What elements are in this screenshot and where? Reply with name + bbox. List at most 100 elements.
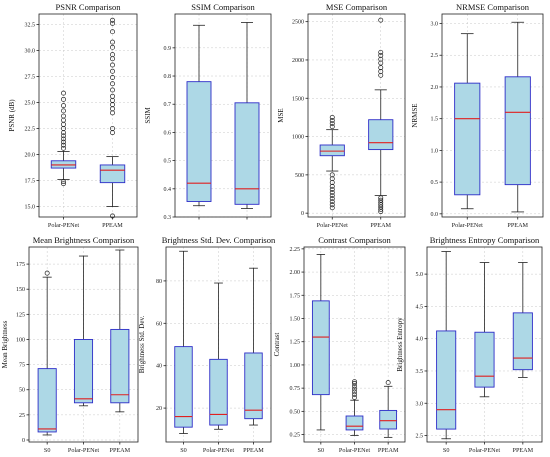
outlier-point	[378, 204, 384, 210]
x-tick-label: Polar-PENet	[452, 222, 483, 229]
outlier-point	[329, 205, 335, 211]
x-tick-label: PPEAM	[110, 447, 131, 454]
y-tick-label: 80	[156, 279, 162, 285]
box-Polar-PENet	[50, 90, 77, 187]
subplot-3: 0 500 1000 1500 2000 2500 Polar-PENet PPEAM MSE …	[277, 2, 406, 229]
y-tick-label: 20.0	[25, 153, 36, 159]
y-tick-label: 1500	[292, 96, 304, 102]
subplot-8: 2.5 3.0 3.5 4.0 4.5 5.0 S0 Polar-PENet PPEAM Brig…	[396, 235, 543, 454]
y-tick-label: 1000	[292, 135, 304, 141]
y-tick-label: 0.75	[290, 386, 301, 392]
outlier-point	[352, 386, 357, 392]
outlier-point	[329, 183, 335, 189]
outlier-point	[378, 199, 384, 205]
iqr-box	[37, 368, 57, 433]
subplot-title: Mean Brightness Comparison	[33, 235, 135, 245]
y-tick-label: 0	[301, 211, 304, 217]
subplot-4: 0.0 0.5 1.0 1.5 2.0 2.5 3.0 Polar-PENet PPEAM NRM…	[411, 2, 544, 229]
y-tick-label: 2.00	[290, 270, 301, 276]
outlier-point	[61, 142, 66, 148]
box-Polar-PENet	[454, 33, 481, 210]
y-axis-label: MSE	[277, 108, 285, 122]
y-tick-label: 175	[16, 262, 25, 268]
y-tick-label: 0.7	[164, 102, 172, 108]
subplot-title: Brightness Entropy Comparison	[430, 235, 540, 245]
y-axis-label: NRMSE	[411, 103, 419, 127]
subplot-6: 20 40 60 80 S0 Polar-PENet PPEAM Brightness Std…	[138, 235, 276, 454]
y-tick-label: 2.5	[431, 53, 439, 59]
y-tick-label: 15.0	[25, 205, 36, 211]
outlier-point	[378, 17, 384, 23]
plot-frame	[28, 246, 139, 443]
outlier-point	[110, 126, 115, 131]
y-tick-label: 3.0	[416, 401, 424, 407]
box-S0	[174, 250, 193, 434]
y-tick-label: 4.5	[416, 304, 424, 310]
x-tick-label: PPEAM	[507, 222, 528, 229]
x-tick-label: PPEAM	[378, 447, 399, 454]
outlier-point	[44, 270, 50, 276]
iqr-box	[186, 81, 212, 202]
y-tick-label: 50	[19, 388, 25, 394]
box-Polar-PENet	[319, 114, 345, 211]
x-tick-label: S0	[180, 447, 187, 454]
y-tick-label: 75	[19, 363, 25, 369]
y-tick-label: 40	[156, 364, 162, 370]
y-tick-label: 0.9	[164, 46, 172, 52]
y-axis-label: Brightness Std. Dev.	[138, 316, 146, 374]
box-PPEAM	[99, 17, 126, 219]
outlier-point	[385, 380, 391, 386]
y-tick-label: 27.5	[25, 74, 36, 80]
plot-frame	[38, 13, 138, 218]
box-S0	[311, 254, 330, 431]
subplot-title: Contrast Comparison	[318, 235, 391, 245]
outlier-point	[329, 190, 335, 195]
plot-frame	[174, 13, 272, 218]
outlier-point	[110, 81, 115, 87]
x-tick-label: S0	[318, 447, 325, 454]
y-tick-label: 0.8	[164, 74, 172, 80]
outlier-point	[329, 124, 335, 130]
outlier-point	[110, 87, 115, 93]
y-tick-label: 0.5	[431, 180, 439, 186]
subplot-2: 0.3 0.4 0.5 0.6 0.7 0.8 0.9 SSIM Comparison SSIM	[144, 2, 272, 221]
outlier-point	[329, 180, 335, 185]
outlier-point	[329, 202, 335, 208]
x-tick-label: S0	[443, 447, 450, 454]
outlier-point	[61, 181, 66, 187]
y-axis-label: PSNR (dB)	[8, 99, 16, 132]
outlier-point	[352, 392, 357, 398]
outlier-point	[110, 17, 115, 23]
y-tick-label: 2.0	[431, 85, 439, 91]
box-series-1	[186, 24, 212, 207]
y-tick-label: 0.25	[290, 433, 301, 439]
x-tick-label: Polar-PENet	[317, 222, 348, 229]
outlier-point	[329, 196, 335, 202]
box-Polar-PENet	[474, 262, 495, 398]
iqr-box	[110, 328, 130, 404]
outlier-point	[110, 68, 115, 74]
outlier-point	[329, 172, 335, 178]
outlier-point	[61, 90, 66, 96]
subplot-title: Brightness Std. Dev. Comparison	[162, 235, 276, 245]
box-S0	[436, 251, 457, 440]
y-tick-label: 150	[16, 287, 25, 293]
iqr-box	[234, 102, 260, 205]
outlier-point	[378, 72, 384, 78]
y-axis-label: SSIM	[144, 107, 152, 124]
x-tick-label: S0	[44, 447, 51, 454]
outlier-point	[61, 108, 66, 114]
y-tick-label: 1.75	[290, 293, 301, 299]
y-tick-label: 2.5	[416, 434, 424, 440]
y-tick-label: 2.25	[290, 247, 301, 253]
subplot-title: NRMSE Comparison	[456, 2, 530, 12]
x-tick-label: Polar-PENet	[469, 447, 500, 454]
subplot-title: MSE Comparison	[326, 2, 388, 12]
box-PPEAM	[110, 249, 130, 413]
plot-frame	[303, 246, 406, 443]
iqr-box	[512, 312, 533, 371]
y-tick-label: 0.6	[164, 130, 172, 136]
box-Polar-PENet	[73, 255, 94, 407]
y-tick-label: 3.5	[416, 369, 424, 375]
